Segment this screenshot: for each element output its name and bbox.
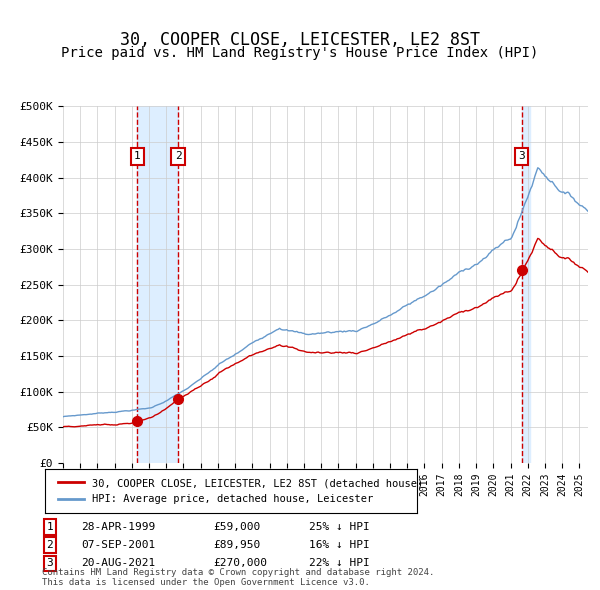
Text: This data is licensed under the Open Government Licence v3.0.: This data is licensed under the Open Gov… (42, 578, 370, 587)
Text: £59,000: £59,000 (213, 522, 260, 532)
Text: 16% ↓ HPI: 16% ↓ HPI (309, 540, 370, 550)
Text: Price paid vs. HM Land Registry's House Price Index (HPI): Price paid vs. HM Land Registry's House … (61, 46, 539, 60)
Text: 3: 3 (518, 151, 525, 161)
Text: £270,000: £270,000 (213, 559, 267, 568)
Bar (137, 106, 178, 463)
Text: 1: 1 (134, 151, 141, 161)
Text: £89,950: £89,950 (213, 540, 260, 550)
Legend: 30, COOPER CLOSE, LEICESTER, LE2 8ST (detached house), HPI: Average price, detac: 30, COOPER CLOSE, LEICESTER, LE2 8ST (de… (54, 474, 428, 509)
Bar (521, 106, 530, 463)
Text: 1: 1 (46, 522, 53, 532)
Text: 22% ↓ HPI: 22% ↓ HPI (309, 559, 370, 568)
Text: 28-APR-1999: 28-APR-1999 (81, 522, 155, 532)
Text: 07-SEP-2001: 07-SEP-2001 (81, 540, 155, 550)
Text: 2: 2 (175, 151, 182, 161)
Text: 30, COOPER CLOSE, LEICESTER, LE2 8ST: 30, COOPER CLOSE, LEICESTER, LE2 8ST (120, 31, 480, 49)
Text: 2: 2 (46, 540, 53, 550)
Text: 20-AUG-2021: 20-AUG-2021 (81, 559, 155, 568)
Text: 25% ↓ HPI: 25% ↓ HPI (309, 522, 370, 532)
Text: Contains HM Land Registry data © Crown copyright and database right 2024.: Contains HM Land Registry data © Crown c… (42, 568, 434, 577)
Text: 3: 3 (46, 559, 53, 568)
